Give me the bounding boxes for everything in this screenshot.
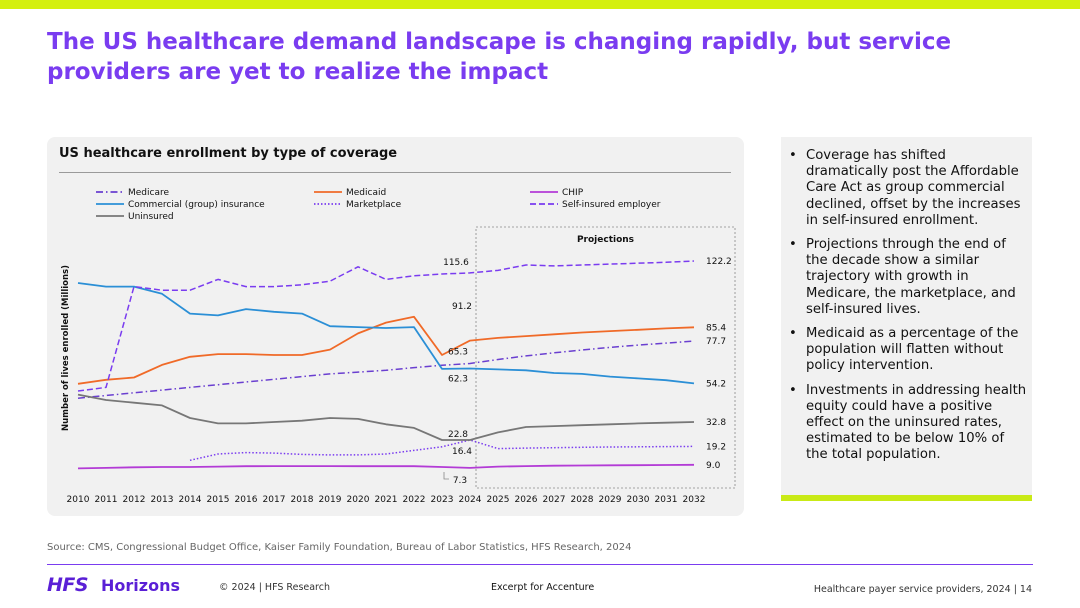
data-label: 122.2 [706, 257, 732, 267]
x-tick-label: 2019 [319, 495, 342, 505]
x-tick-label: 2029 [599, 495, 622, 505]
series-line-medicare [77, 340, 695, 399]
x-tick-label: 2021 [375, 495, 398, 505]
legend-label-commercial-group-insurance: Commercial (group) insurance [128, 200, 265, 210]
x-tick-label: 2024 [459, 495, 482, 505]
x-tick-label: 2020 [347, 495, 370, 505]
series-line-uninsured [77, 393, 695, 441]
excerpt-note: Excerpt for Accenture [491, 582, 595, 593]
chart-panel [47, 137, 744, 516]
x-tick-label: 2016 [235, 495, 258, 505]
hfs-logo: HFS [47, 574, 89, 596]
chart-title: US healthcare enrollment by type of cove… [59, 146, 398, 161]
series-line-marketplace [189, 439, 695, 462]
data-label: 32.8 [706, 418, 726, 428]
x-tick-label: 2028 [571, 495, 594, 505]
x-tick-label: 2018 [291, 495, 314, 505]
data-label: 22.8 [448, 430, 468, 440]
insight-item: • Investments in addressing health equity… [789, 382, 1027, 463]
data-label: 115.6 [443, 258, 469, 268]
projection-label: Projections [577, 235, 634, 245]
data-label: 65.3 [448, 347, 468, 357]
projection-region [475, 226, 736, 489]
x-tick-label: 2031 [655, 495, 678, 505]
x-tick-label: 2025 [487, 495, 510, 505]
x-tick-label: 2010 [67, 495, 90, 505]
x-tick-label: 2017 [263, 495, 286, 505]
x-tick-label: 2015 [207, 495, 230, 505]
x-tick-label: 2026 [515, 495, 538, 505]
series-line-chip [77, 463, 695, 470]
footer-page-info: Healthcare payer service providers, 2024… [813, 584, 1032, 595]
insight-item: • Coverage has shifted dramatically post … [789, 148, 1021, 228]
insights-panel [781, 137, 1032, 495]
copyright-text: © 2024 | HFS Research [219, 582, 331, 593]
insight-item: • Projections through the end of the deca… [789, 237, 1016, 317]
insights-panel-accent [781, 495, 1032, 501]
data-label: 62.3 [448, 375, 468, 385]
chip-label-leader [443, 472, 449, 480]
data-label: 91.2 [452, 302, 472, 312]
chart-title-divider [59, 172, 731, 173]
x-tick-label: 2012 [123, 495, 146, 505]
horizons-logo: Horizons [101, 576, 180, 595]
series-line-self-insured-employer [77, 260, 695, 392]
legend-label-marketplace: Marketplace [346, 200, 402, 210]
data-label: 19.2 [706, 442, 726, 452]
x-tick-label: 2022 [403, 495, 426, 505]
y-axis-label: Number of lives enrolled (Millions) [61, 265, 71, 431]
data-label: 54.2 [706, 379, 726, 389]
data-label: 85.4 [706, 323, 726, 333]
insights-list: • Coverage has shifted dramatically post … [784, 148, 1028, 472]
x-tick-label: 2023 [431, 495, 454, 505]
legend-label-medicare: Medicare [128, 188, 169, 198]
page-title: The US healthcare demand landscape is ch… [47, 29, 952, 85]
x-tick-label: 2030 [627, 495, 650, 505]
legend-label-chip: CHIP [562, 188, 584, 198]
x-tick-label: 2032 [683, 495, 706, 505]
series-line-medicaid [77, 315, 695, 385]
x-tick-label: 2014 [179, 495, 202, 505]
legend-label-uninsured: Uninsured [128, 212, 174, 222]
data-label: 7.3 [453, 476, 467, 486]
footer-divider [47, 564, 1033, 565]
series-line-commercial-group-insurance [77, 282, 695, 385]
legend-label-self-insured-employer: Self-insured employer [562, 200, 661, 210]
x-tick-label: 2027 [543, 495, 566, 505]
data-label: 16.4 [452, 447, 472, 457]
data-label: 9.0 [706, 461, 721, 471]
source-note: Source: CMS, Congressional Budget Office… [47, 542, 632, 553]
data-label: 77.7 [706, 337, 726, 347]
x-tick-label: 2013 [151, 495, 174, 505]
legend-label-medicaid: Medicaid [346, 188, 386, 198]
x-tick-label: 2011 [95, 495, 118, 505]
insight-item: • Medicaid as a percentage of the populat… [789, 326, 1019, 374]
top-accent-bar [0, 0, 1080, 9]
